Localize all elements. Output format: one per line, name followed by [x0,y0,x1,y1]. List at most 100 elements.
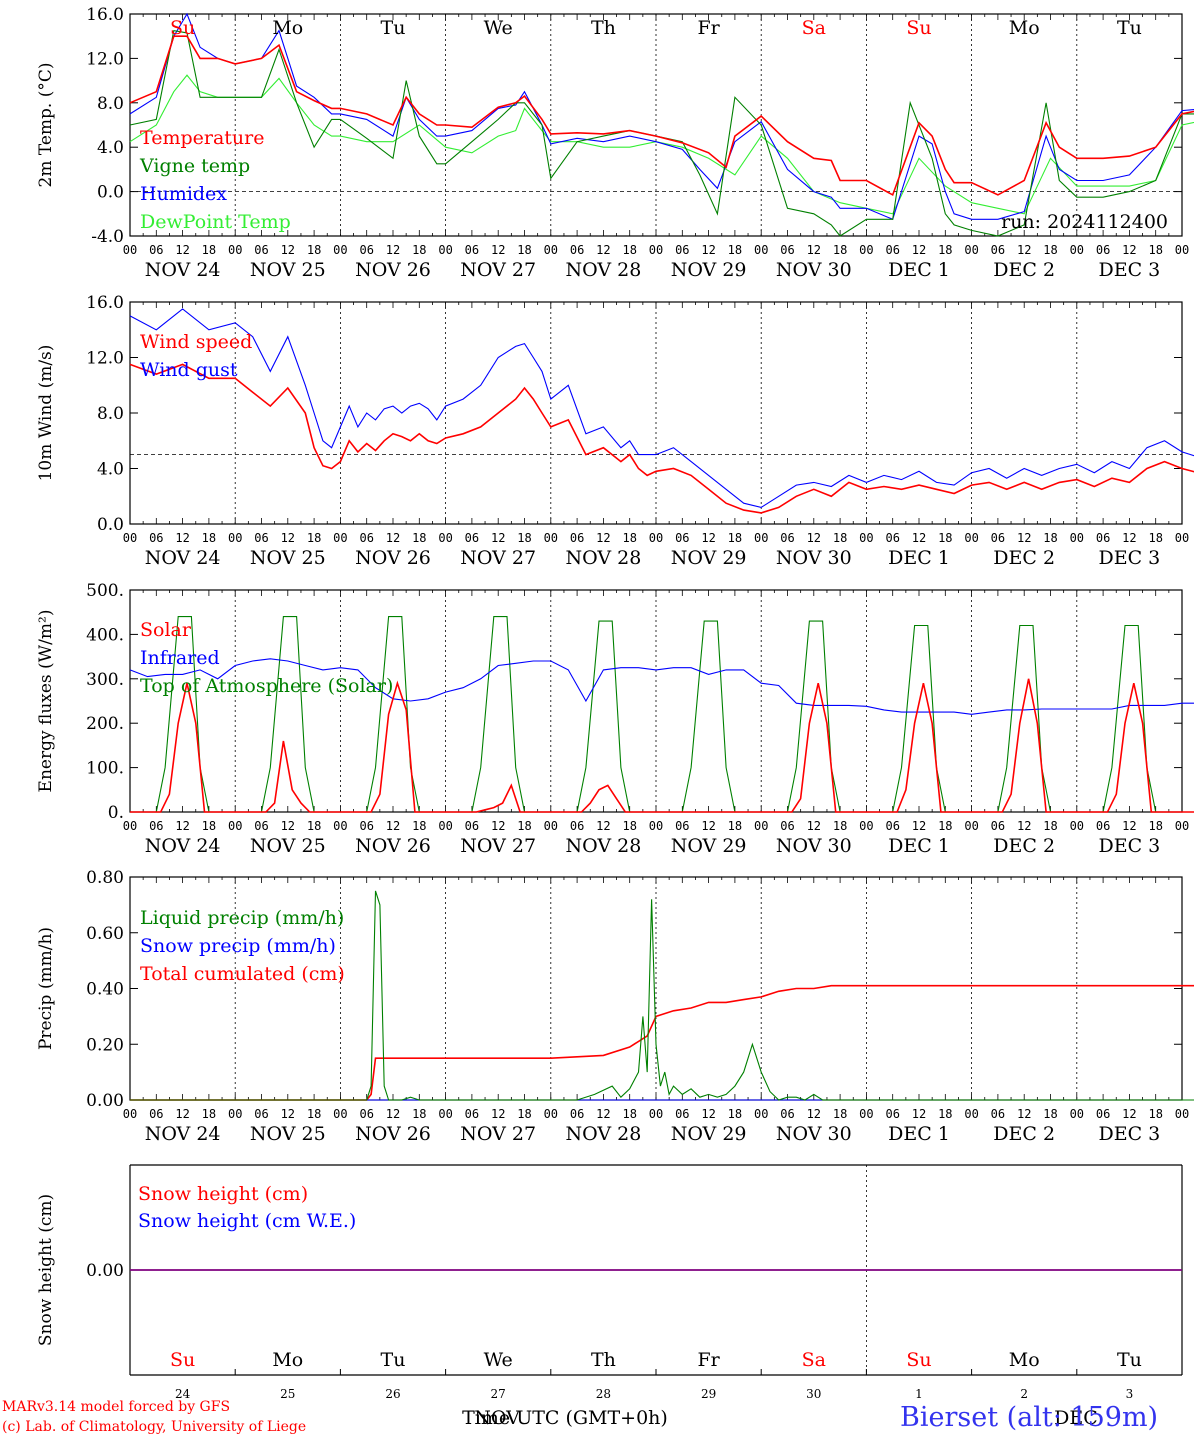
hour-tick-label: 18 [1043,1107,1057,1121]
y-tick-label: 0.40 [86,980,124,1000]
hour-tick-label: 00 [964,819,978,833]
hour-tick-label: 00 [544,243,558,257]
hour-tick-label: 06 [254,531,268,545]
day-name: Sa [802,1349,826,1371]
hour-tick-label: 12 [386,1107,400,1121]
hour-tick-label: 12 [386,819,400,833]
hour-tick-label: 12 [912,819,926,833]
day-name: Sa [802,17,826,39]
hour-tick-label: 18 [1043,243,1057,257]
y-tick-label: 4.0 [97,460,124,480]
y-tick-label: 12.0 [86,349,124,369]
date-label: NOV 25 [250,547,326,569]
legend-entry: Vigne temp [139,155,250,177]
hour-tick-label: 00 [754,531,768,545]
day-number: 24 [175,1387,191,1401]
date-label: NOV 25 [250,1123,326,1145]
day-name: Su [170,17,195,39]
hour-tick-label: 12 [807,531,821,545]
y-axis-label: Precip (mm/h) [36,927,56,1050]
day-number: 2 [1020,1387,1028,1401]
y-tick-label: 0. [108,803,124,823]
hour-tick-label: 00 [123,1107,137,1121]
date-label: NOV 24 [145,259,221,281]
hour-tick-label: 00 [228,1107,242,1121]
hour-tick-label: 12 [386,531,400,545]
hour-tick-label: 06 [465,243,479,257]
day-number: 27 [491,1387,506,1401]
hour-tick-label: 00 [1070,819,1084,833]
hour-tick-label: 00 [649,819,663,833]
hour-tick-label: 12 [491,243,505,257]
hour-tick-label: 18 [938,1107,952,1121]
series-line-red [129,363,1194,514]
date-label: NOV 25 [250,259,326,281]
day-number: 1 [915,1387,923,1401]
hour-tick-label: 18 [517,243,531,257]
month-label: NOV [474,1407,520,1429]
y-tick-label: 0.60 [86,924,124,944]
hour-tick-label: 00 [1070,243,1084,257]
hour-tick-label: 12 [1122,819,1136,833]
day-number: 26 [385,1387,400,1401]
y-axis-label: 2m Temp. (°C) [36,62,56,187]
legend-entry: Wind speed [140,331,252,353]
hour-tick-label: 12 [807,243,821,257]
hour-tick-label: 12 [1122,531,1136,545]
day-name: Tu [381,17,406,39]
run-annotation: run: 2024112400 [1001,211,1168,233]
hour-tick-label: 06 [675,819,689,833]
hour-tick-label: 00 [438,243,452,257]
date-label: NOV 27 [460,259,536,281]
y-tick-label: 8.0 [97,404,124,424]
hour-tick-label: 12 [175,531,189,545]
y-tick-label: 200. [86,714,124,734]
hour-tick-label: 12 [175,243,189,257]
hour-tick-label: 06 [885,1107,899,1121]
hour-tick-label: 06 [570,819,584,833]
hour-tick-label: 12 [281,819,295,833]
day-name: Th [591,1349,616,1371]
hour-tick-label: 12 [281,531,295,545]
date-label: NOV 24 [145,1123,221,1145]
hour-tick-label: 00 [333,531,347,545]
hour-tick-label: 06 [1096,819,1110,833]
hour-tick-label: 06 [780,1107,794,1121]
date-label: NOV 24 [145,835,221,857]
hour-tick-label: 18 [202,243,216,257]
hour-tick-label: 06 [465,1107,479,1121]
station-label: Bierset (alt: 159m) [900,1402,1159,1433]
hour-tick-label: 00 [964,1107,978,1121]
hour-tick-label: 18 [1148,531,1162,545]
hour-tick-label: 00 [228,531,242,545]
hour-tick-label: 06 [359,243,373,257]
hour-tick-label: 00 [754,243,768,257]
y-tick-label: 300. [86,670,124,690]
hour-tick-label: 18 [307,1107,321,1121]
hour-tick-label: 06 [254,819,268,833]
date-label: NOV 30 [776,835,852,857]
hour-tick-label: 06 [885,531,899,545]
day-name: Th [591,17,616,39]
y-tick-label: 0.20 [86,1035,124,1055]
hour-tick-label: 12 [912,1107,926,1121]
series-line-blue [129,308,1194,508]
hour-tick-label: 06 [991,243,1005,257]
y-tick-label: 0.0 [97,183,124,203]
hour-tick-label: 12 [701,1107,715,1121]
y-axis-label: 10m Wind (m/s) [36,345,56,482]
y-axis-label: Energy fluxes (W/m²) [36,610,56,793]
hour-tick-label: 06 [1096,531,1110,545]
hour-tick-label: 12 [912,531,926,545]
legend-entry: Liquid precip (mm/h) [140,907,344,929]
hour-tick-label: 00 [1175,1107,1189,1121]
hour-tick-label: 12 [491,819,505,833]
date-label: DEC 1 [888,835,950,857]
date-label: DEC 2 [993,1123,1055,1145]
day-name: Mo [1009,1349,1040,1371]
y-tick-label: -4.0 [91,227,124,247]
month-label: DEC [1054,1407,1098,1429]
date-label: DEC 3 [1099,1123,1161,1145]
day-name: Tu [1117,1349,1142,1371]
hour-tick-label: 18 [517,1107,531,1121]
